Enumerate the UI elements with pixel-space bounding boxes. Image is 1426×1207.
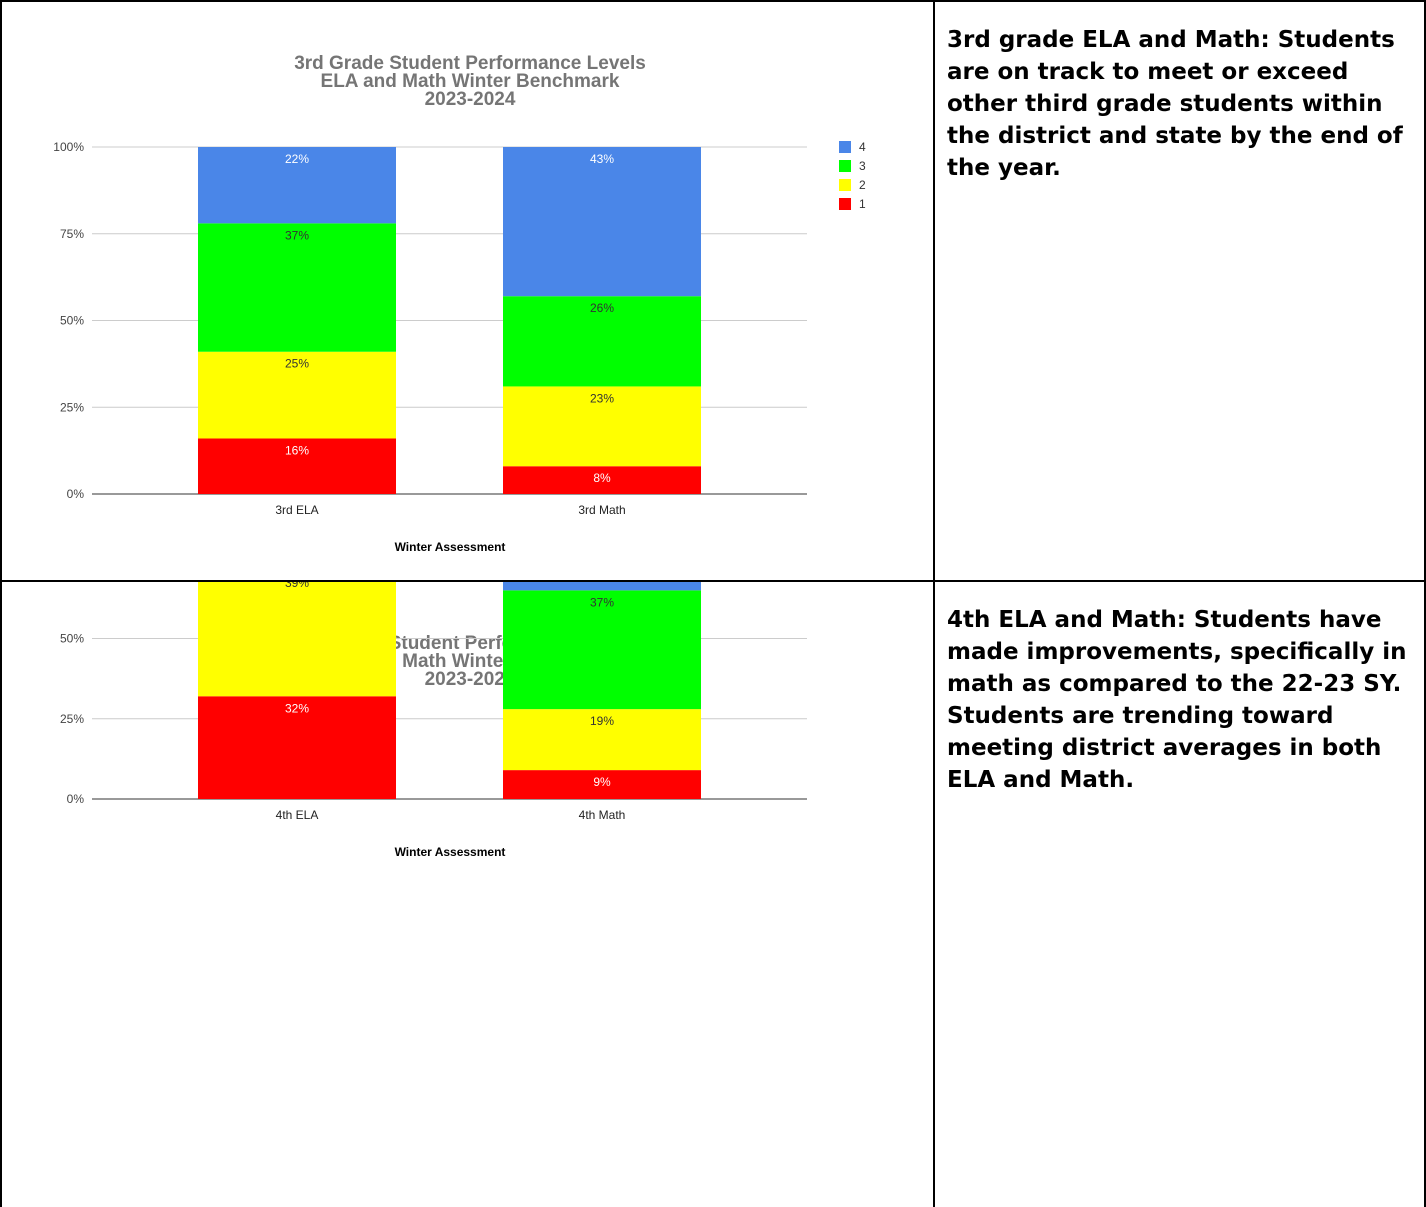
x-axis-title: Winter Assessment <box>395 540 506 554</box>
bar-segment <box>198 582 396 697</box>
note-4th-grade: 4th ELA and Math: Students have made imp… <box>947 607 1407 793</box>
chart-cell-3rd-grade: 3rd Grade Student Performance Levels ELA … <box>0 0 935 582</box>
data-label: 23% <box>590 391 614 405</box>
legend-swatch <box>839 198 851 210</box>
data-label: 25% <box>285 357 309 371</box>
bar-segment <box>198 696 396 799</box>
data-label: 39% <box>285 582 309 590</box>
legend-swatch <box>839 141 851 153</box>
chart-cell-4th-grade: 4th Grade Student Performance Levels ELA … <box>0 580 935 1207</box>
bar-segment <box>503 582 701 591</box>
legend-label: 4 <box>859 140 866 154</box>
bar-segment <box>198 223 396 352</box>
data-label: 26% <box>590 301 614 315</box>
x-tick-label: 3rd Math <box>578 503 625 517</box>
bar-segment <box>503 466 701 494</box>
bar-segment <box>503 709 701 771</box>
x-tick-label: 3rd ELA <box>275 503 318 517</box>
note-3rd-grade: 3rd grade ELA and Math: Students are on … <box>947 27 1403 181</box>
bar-segment <box>503 770 701 799</box>
chart-body: 3rd Grade Student Performance Levels ELA … <box>53 53 866 554</box>
x-axis-title: Winter Assessment <box>395 845 506 859</box>
bar-segment <box>503 296 701 387</box>
chart-title: 3rd Grade Student Performance Levels ELA … <box>294 53 646 110</box>
data-label: 16% <box>285 443 309 457</box>
y-tick-label: 0% <box>67 792 85 806</box>
chart-4th-grade: 4th Grade Student Performance Levels ELA … <box>60 582 807 859</box>
data-label: 32% <box>285 701 309 715</box>
bar-segment <box>503 147 701 297</box>
bar-segment <box>503 386 701 467</box>
note-cell-4th-grade: 4th ELA and Math: Students have made imp… <box>933 580 1426 1207</box>
y-tick-label: 25% <box>60 712 84 726</box>
legend-label: 2 <box>859 178 866 192</box>
y-tick-label: 75% <box>60 227 84 241</box>
data-label: 37% <box>285 228 309 242</box>
chart-title-line: 3rd Grade Student Performance Levels <box>294 53 646 74</box>
data-label: 8% <box>593 471 611 485</box>
y-tick-label: 0% <box>67 487 85 501</box>
legend-label: 3 <box>859 159 866 173</box>
data-label: 43% <box>590 152 614 166</box>
legend-swatch <box>839 179 851 191</box>
chart-title-line: 2023-2024 <box>425 669 516 690</box>
y-tick-label: 50% <box>60 632 84 646</box>
chart-title-line: 2023-2024 <box>425 89 516 110</box>
data-label: 22% <box>285 152 309 166</box>
x-tick-label: 4th Math <box>579 808 626 822</box>
legend-swatch <box>839 160 851 172</box>
note-cell-3rd-grade: 3rd grade ELA and Math: Students are on … <box>933 0 1426 582</box>
y-tick-label: 100% <box>53 140 84 154</box>
y-tick-label: 25% <box>60 400 84 414</box>
x-tick-label: 4th ELA <box>276 808 319 822</box>
bar-segment <box>198 438 396 494</box>
bar-segment <box>198 147 396 224</box>
legend-label: 1 <box>859 197 866 211</box>
chart-body: 4th Grade Student Performance Levels ELA … <box>60 582 807 859</box>
data-label: 19% <box>590 714 614 728</box>
data-label: 9% <box>593 775 611 789</box>
bar-segment <box>198 351 396 439</box>
bar-segment <box>503 590 701 710</box>
data-label: 37% <box>590 595 614 609</box>
chart-title-line: ELA and Math Winter Benchmark <box>321 71 620 92</box>
y-tick-label: 50% <box>60 314 84 328</box>
chart-3rd-grade: 3rd Grade Student Performance Levels ELA … <box>53 53 866 554</box>
